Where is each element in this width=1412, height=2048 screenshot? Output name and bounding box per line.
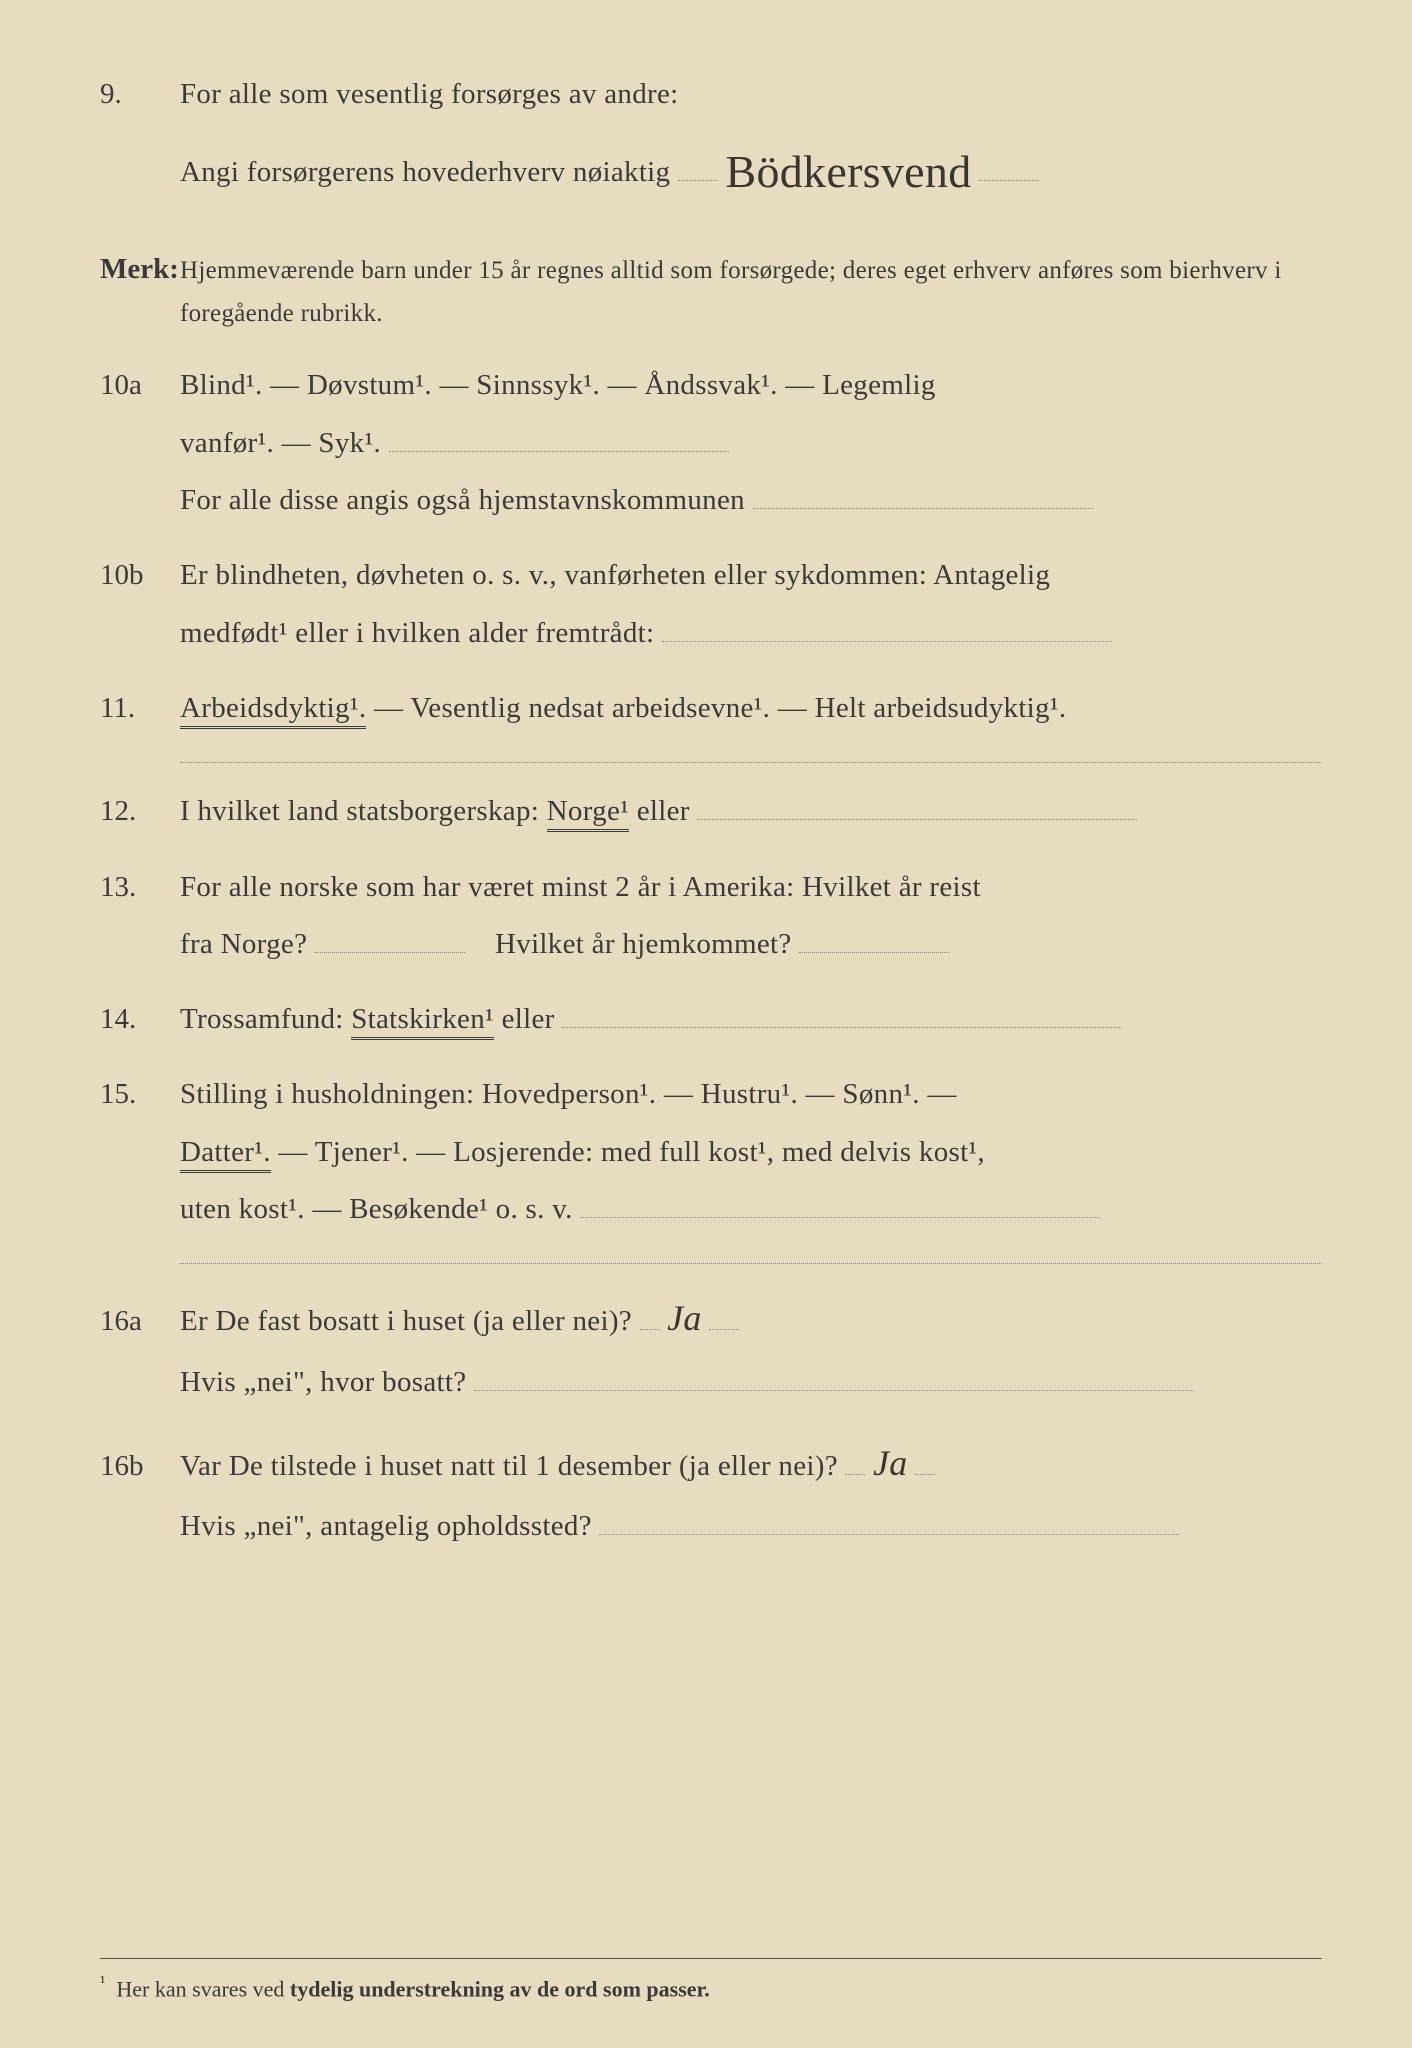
q15-line1: Stilling i husholdningen: Hovedperson¹. … bbox=[180, 1070, 1322, 1119]
q16a-line2: Hvis „nei", hvor bosatt? bbox=[180, 1366, 466, 1398]
q14-number: 14. bbox=[100, 995, 180, 1044]
q16a-number: 16a bbox=[100, 1297, 180, 1346]
q11-selected: Arbeidsdyktig¹. bbox=[180, 692, 366, 729]
q13-line2b: Hvilket år hjemkommet? bbox=[495, 928, 792, 960]
question-10a: 10a Blind¹. — Døvstum¹. — Sinnssyk¹. — Å… bbox=[100, 361, 1322, 410]
question-14: 14. Trossamfund: Statskirken¹ eller bbox=[100, 995, 1322, 1044]
footnote-marker: ¹ bbox=[100, 1972, 105, 1992]
q10a-line3: For alle disse angis også hjemstavnskomm… bbox=[180, 484, 745, 516]
q16b-line2: Hvis „nei", antagelig opholdssted? bbox=[180, 1510, 592, 1542]
q10a-number: 10a bbox=[100, 361, 180, 410]
q12-suffix: eller bbox=[637, 795, 690, 827]
q10b-line2: medfødt¹ eller i hvilken alder fremtrådt… bbox=[180, 617, 654, 649]
q10b-number: 10b bbox=[100, 551, 180, 600]
q10a-line2: vanfør¹. — Syk¹. bbox=[180, 427, 381, 459]
question-16a: 16a Er De fast bosatt i huset (ja eller … bbox=[100, 1288, 1322, 1349]
q14-suffix: eller bbox=[502, 1003, 555, 1035]
merk-label: Merk: bbox=[100, 245, 180, 294]
question-11: 11. Arbeidsdyktig¹. — Vesentlig nedsat a… bbox=[100, 684, 1322, 733]
q11-number: 11. bbox=[100, 684, 180, 733]
q13-line1: For alle norske som har været minst 2 år… bbox=[180, 863, 1322, 912]
q14-selected: Statskirken¹ bbox=[351, 1003, 494, 1040]
question-9-line2: Angi forsørgerens hovederhverv nøiaktig … bbox=[100, 127, 1322, 205]
divider-line bbox=[180, 743, 1322, 763]
question-10b: 10b Er blindheten, døvheten o. s. v., va… bbox=[100, 551, 1322, 600]
question-12: 12. I hvilket land statsborgerskap: Norg… bbox=[100, 787, 1322, 836]
merk-note: Merk: Hjemmeværende barn under 15 år reg… bbox=[100, 245, 1322, 335]
q11-rest: — Vesentlig nedsat arbeidsevne¹. — Helt … bbox=[374, 692, 1066, 724]
q15-line2-rest: — Tjener¹. — Losjerende: med full kost¹,… bbox=[278, 1136, 985, 1168]
question-13: 13. For alle norske som har været minst … bbox=[100, 863, 1322, 912]
q12-number: 12. bbox=[100, 787, 180, 836]
q13-number: 13. bbox=[100, 863, 180, 912]
q15-line3: uten kost¹. — Besøkende¹ o. s. v. bbox=[180, 1193, 573, 1225]
q9-line1: For alle som vesentlig forsørges av andr… bbox=[180, 70, 1322, 119]
q9-answer: Bödkersvend bbox=[725, 133, 971, 211]
footnote-text: Her kan svares ved tydelig understreknin… bbox=[111, 1977, 710, 2002]
q9-number: 9. bbox=[100, 70, 180, 119]
q15-number: 15. bbox=[100, 1070, 180, 1119]
q16a-answer: Ja bbox=[667, 1298, 702, 1338]
merk-text: Hjemmeværende barn under 15 år regnes al… bbox=[180, 250, 1322, 335]
q16b-number: 16b bbox=[100, 1442, 180, 1491]
question-15: 15. Stilling i husholdningen: Hovedperso… bbox=[100, 1070, 1322, 1119]
q16b-line1: Var De tilstede i huset natt til 1 desem… bbox=[180, 1450, 838, 1482]
q16b-answer: Ja bbox=[873, 1443, 908, 1483]
q15-selected: Datter¹. bbox=[180, 1136, 271, 1173]
footnote: ¹ Her kan svares ved tydelig understrekn… bbox=[100, 1958, 1322, 2008]
question-16b: 16b Var De tilstede i huset natt til 1 d… bbox=[100, 1433, 1322, 1494]
question-9: 9. For alle som vesentlig forsørges av a… bbox=[100, 70, 1322, 119]
q10b-line1: Er blindheten, døvheten o. s. v., vanfør… bbox=[180, 551, 1322, 600]
q12-selected: Norge¹ bbox=[547, 795, 629, 832]
q12-prefix: I hvilket land statsborgerskap: bbox=[180, 795, 547, 827]
q9-line2-prefix: Angi forsørgerens hovederhverv nøiaktig bbox=[180, 156, 670, 188]
q13-line2a: fra Norge? bbox=[180, 928, 307, 960]
q10a-line1: Blind¹. — Døvstum¹. — Sinnssyk¹. — Åndss… bbox=[180, 361, 1322, 410]
q16a-line1: Er De fast bosatt i huset (ja eller nei)… bbox=[180, 1305, 632, 1337]
divider-line-2 bbox=[180, 1244, 1322, 1264]
q14-prefix: Trossamfund: bbox=[180, 1003, 351, 1035]
